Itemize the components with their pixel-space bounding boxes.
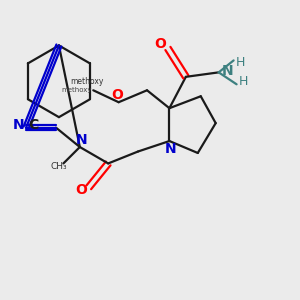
Text: O: O bbox=[111, 88, 123, 102]
Text: N: N bbox=[222, 64, 233, 78]
Text: H: H bbox=[236, 56, 245, 69]
Text: CH₃: CH₃ bbox=[51, 162, 67, 171]
Text: N: N bbox=[76, 133, 87, 146]
Text: C: C bbox=[28, 118, 39, 132]
Text: methoxy: methoxy bbox=[70, 77, 104, 86]
Text: O: O bbox=[154, 37, 166, 51]
Text: methoxy: methoxy bbox=[61, 87, 92, 93]
Text: O: O bbox=[75, 183, 87, 197]
Text: N: N bbox=[164, 142, 176, 156]
Text: N: N bbox=[13, 118, 24, 132]
Text: H: H bbox=[238, 75, 248, 88]
